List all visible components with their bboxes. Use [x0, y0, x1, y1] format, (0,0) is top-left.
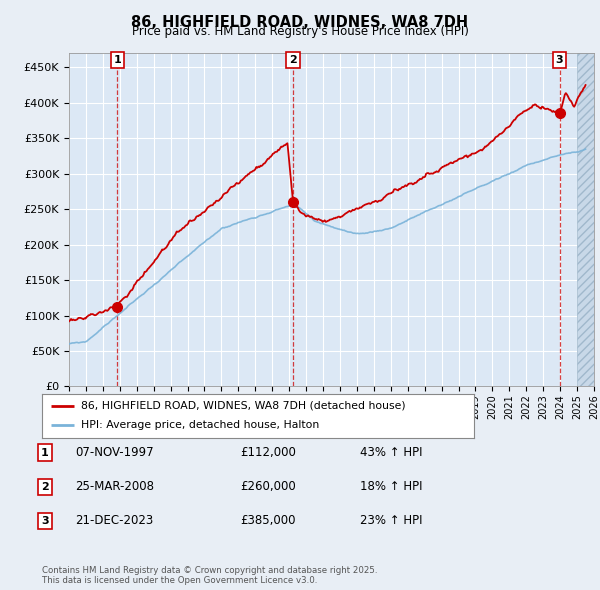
Text: 23% ↑ HPI: 23% ↑ HPI: [360, 514, 422, 527]
Text: 2: 2: [289, 55, 297, 65]
Text: 1: 1: [113, 55, 121, 65]
Bar: [577, 53, 600, 386]
Text: £385,000: £385,000: [240, 514, 296, 527]
Text: £112,000: £112,000: [240, 446, 296, 459]
Text: 1: 1: [41, 448, 49, 457]
Text: 21-DEC-2023: 21-DEC-2023: [75, 514, 153, 527]
Text: 3: 3: [556, 55, 563, 65]
Text: 86, HIGHFIELD ROAD, WIDNES, WA8 7DH (detached house): 86, HIGHFIELD ROAD, WIDNES, WA8 7DH (det…: [81, 401, 406, 411]
Text: 2: 2: [41, 482, 49, 491]
Text: HPI: Average price, detached house, Halton: HPI: Average price, detached house, Halt…: [81, 421, 319, 430]
Text: 43% ↑ HPI: 43% ↑ HPI: [360, 446, 422, 459]
Text: 86, HIGHFIELD ROAD, WIDNES, WA8 7DH: 86, HIGHFIELD ROAD, WIDNES, WA8 7DH: [131, 15, 469, 30]
Text: 07-NOV-1997: 07-NOV-1997: [75, 446, 154, 459]
Text: Contains HM Land Registry data © Crown copyright and database right 2025.
This d: Contains HM Land Registry data © Crown c…: [42, 566, 377, 585]
Text: 3: 3: [41, 516, 49, 526]
Text: 25-MAR-2008: 25-MAR-2008: [75, 480, 154, 493]
Text: 18% ↑ HPI: 18% ↑ HPI: [360, 480, 422, 493]
Text: Price paid vs. HM Land Registry's House Price Index (HPI): Price paid vs. HM Land Registry's House …: [131, 25, 469, 38]
Text: £260,000: £260,000: [240, 480, 296, 493]
